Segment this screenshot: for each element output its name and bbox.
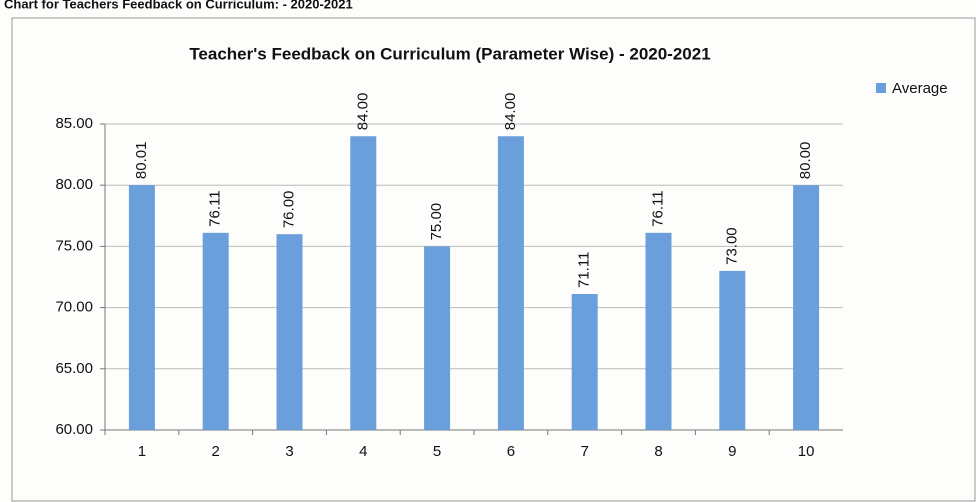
y-tick-label: 75.00 <box>55 237 93 254</box>
x-tick-label: 5 <box>433 443 441 460</box>
x-tick-label: 9 <box>728 443 736 460</box>
value-label: 71.11 <box>576 252 593 288</box>
x-tick-label: 8 <box>654 443 662 460</box>
y-tick-label: 65.00 <box>55 360 93 377</box>
chart-title: Teacher's Feedback on Curriculum (Parame… <box>189 44 710 63</box>
value-label: 75.00 <box>428 203 445 241</box>
value-label: 76.11 <box>207 190 224 226</box>
value-label: 73.00 <box>723 227 740 265</box>
bar <box>571 294 598 430</box>
y-tick-label: 60.00 <box>55 421 93 438</box>
x-tick-label: 1 <box>138 443 146 460</box>
value-label: 80.00 <box>797 142 814 180</box>
legend-label: Average <box>892 80 948 97</box>
x-tick-label: 2 <box>212 443 220 460</box>
bar <box>793 185 820 430</box>
x-tick-label: 4 <box>359 443 367 460</box>
bar <box>350 136 377 431</box>
bar <box>645 232 672 430</box>
y-tick-label: 70.00 <box>55 299 93 316</box>
y-tick-label: 85.00 <box>55 115 93 132</box>
value-label: 76.00 <box>280 191 297 229</box>
x-tick-label: 7 <box>581 443 589 460</box>
bar <box>276 234 303 430</box>
bar <box>497 136 524 431</box>
x-tick-label: 6 <box>507 443 515 460</box>
value-label: 84.00 <box>502 93 519 131</box>
legend-swatch <box>876 83 886 93</box>
value-label: 80.01 <box>133 142 150 180</box>
y-tick-label: 80.00 <box>55 176 93 193</box>
bar <box>202 232 229 430</box>
bar <box>719 270 746 430</box>
chart-frame <box>11 17 976 502</box>
page-header: Chart for Teachers Feedback on Curriculu… <box>4 0 353 11</box>
x-tick-label: 10 <box>798 443 815 460</box>
bar <box>128 185 155 430</box>
value-label: 76.11 <box>649 190 666 226</box>
x-tick-label: 3 <box>285 443 293 460</box>
bar <box>424 246 451 430</box>
value-label: 84.00 <box>354 93 371 131</box>
